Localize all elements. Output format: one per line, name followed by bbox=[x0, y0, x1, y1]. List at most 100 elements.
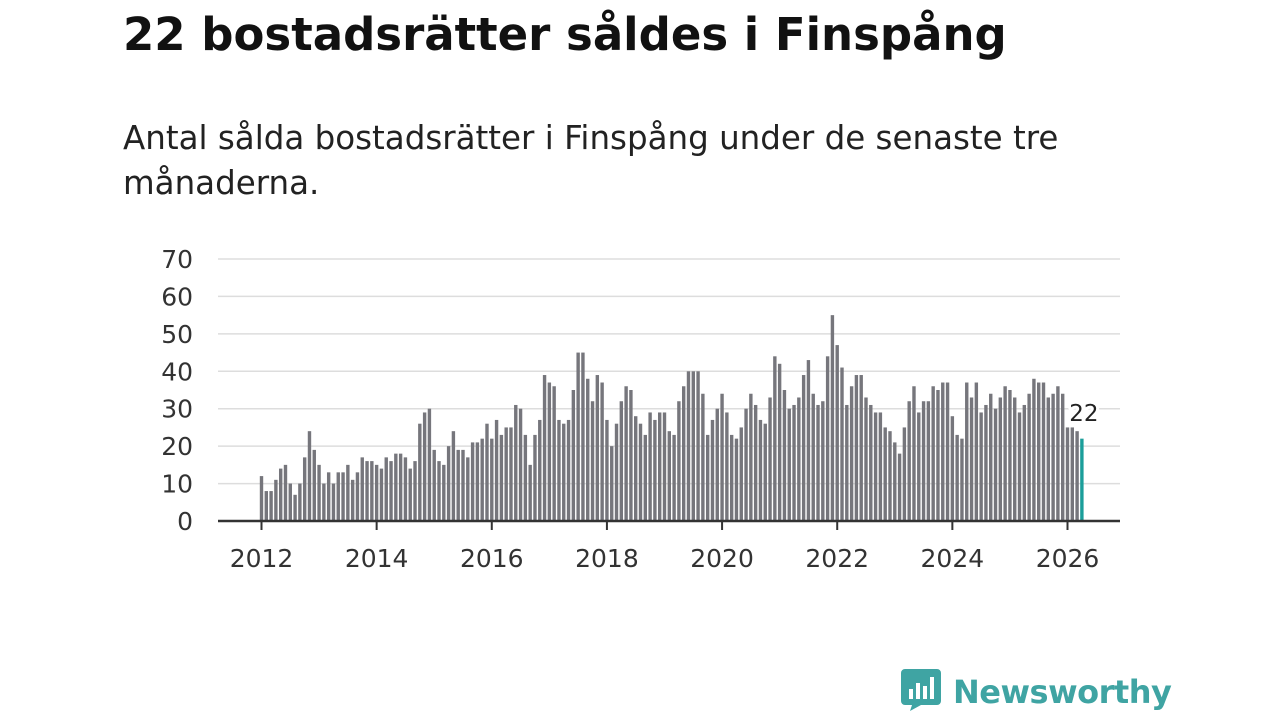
bar[interactable] bbox=[787, 408, 791, 521]
bar[interactable] bbox=[446, 446, 451, 521]
bar[interactable] bbox=[533, 434, 537, 521]
bar[interactable] bbox=[979, 412, 983, 521]
bar[interactable] bbox=[696, 371, 700, 521]
bar[interactable] bbox=[470, 442, 475, 521]
bar[interactable] bbox=[571, 390, 576, 521]
bar[interactable] bbox=[600, 382, 604, 521]
bar[interactable] bbox=[912, 386, 916, 521]
bar[interactable] bbox=[725, 412, 729, 521]
bar[interactable] bbox=[408, 468, 412, 521]
bar[interactable] bbox=[566, 419, 571, 521]
bar[interactable] bbox=[269, 491, 273, 521]
bar[interactable] bbox=[763, 423, 767, 521]
bar[interactable] bbox=[825, 356, 830, 521]
bar[interactable] bbox=[1022, 404, 1027, 521]
bar[interactable] bbox=[993, 408, 998, 521]
bar[interactable] bbox=[715, 408, 719, 521]
bar[interactable] bbox=[888, 431, 892, 521]
bar[interactable] bbox=[1051, 393, 1055, 521]
bar[interactable] bbox=[274, 479, 278, 521]
bar[interactable] bbox=[816, 404, 820, 521]
bar[interactable] bbox=[1008, 390, 1012, 521]
bar[interactable] bbox=[542, 375, 547, 521]
bar[interactable] bbox=[619, 401, 624, 521]
newsworthy-logo[interactable]: Newsworthy bbox=[901, 669, 1172, 715]
bar[interactable] bbox=[264, 491, 268, 521]
bar[interactable] bbox=[451, 431, 456, 521]
bar[interactable] bbox=[326, 472, 331, 521]
bar[interactable] bbox=[893, 442, 897, 521]
bar[interactable] bbox=[518, 408, 523, 521]
bar[interactable] bbox=[869, 404, 873, 521]
bar-highlight[interactable] bbox=[1080, 438, 1084, 521]
bar[interactable] bbox=[394, 453, 398, 521]
bar[interactable] bbox=[389, 461, 393, 521]
bar[interactable] bbox=[547, 382, 552, 521]
bar[interactable] bbox=[576, 352, 580, 521]
bar[interactable] bbox=[331, 483, 336, 521]
bar[interactable] bbox=[873, 412, 878, 521]
bar[interactable] bbox=[370, 461, 374, 521]
bar[interactable] bbox=[830, 315, 835, 521]
bar[interactable] bbox=[950, 416, 955, 521]
bar[interactable] bbox=[1075, 431, 1079, 521]
bar[interactable] bbox=[317, 464, 321, 521]
bar[interactable] bbox=[849, 386, 854, 521]
bar[interactable] bbox=[667, 431, 671, 521]
bar[interactable] bbox=[610, 446, 614, 521]
bar[interactable] bbox=[821, 401, 825, 521]
bar[interactable] bbox=[720, 393, 724, 521]
bar[interactable] bbox=[662, 412, 667, 521]
bar[interactable] bbox=[557, 419, 561, 521]
bar[interactable] bbox=[259, 476, 264, 521]
bar[interactable] bbox=[590, 401, 595, 521]
bar[interactable] bbox=[965, 382, 969, 521]
bar[interactable] bbox=[475, 442, 480, 521]
bar[interactable] bbox=[653, 419, 657, 521]
bar[interactable] bbox=[432, 449, 436, 521]
bar[interactable] bbox=[811, 393, 815, 521]
bar[interactable] bbox=[1013, 397, 1017, 521]
bar[interactable] bbox=[797, 397, 801, 521]
bar[interactable] bbox=[360, 457, 364, 521]
bar[interactable] bbox=[490, 438, 494, 521]
bar[interactable] bbox=[854, 375, 859, 521]
bar[interactable] bbox=[941, 382, 945, 521]
bar[interactable] bbox=[456, 449, 460, 521]
bar[interactable] bbox=[595, 375, 600, 521]
bar[interactable] bbox=[902, 427, 907, 521]
bar[interactable] bbox=[1027, 393, 1031, 521]
bar[interactable] bbox=[1003, 386, 1007, 521]
bar[interactable] bbox=[710, 419, 715, 521]
bar[interactable] bbox=[638, 423, 643, 521]
bar[interactable] bbox=[1065, 427, 1070, 521]
bar[interactable] bbox=[806, 360, 811, 521]
bar[interactable] bbox=[437, 461, 441, 521]
bar[interactable] bbox=[701, 393, 705, 521]
bar[interactable] bbox=[989, 393, 993, 521]
bar[interactable] bbox=[322, 483, 326, 521]
bar[interactable] bbox=[777, 363, 782, 521]
bar[interactable] bbox=[768, 397, 772, 521]
bar[interactable] bbox=[586, 378, 590, 521]
bar[interactable] bbox=[1041, 382, 1046, 521]
bar[interactable] bbox=[931, 386, 935, 521]
bar[interactable] bbox=[686, 371, 691, 521]
bar[interactable] bbox=[753, 404, 758, 521]
bar[interactable] bbox=[859, 375, 863, 521]
bar[interactable] bbox=[494, 419, 499, 521]
bar[interactable] bbox=[835, 345, 839, 521]
bar[interactable] bbox=[413, 461, 417, 521]
bar[interactable] bbox=[907, 401, 911, 521]
bar[interactable] bbox=[921, 401, 926, 521]
bar[interactable] bbox=[681, 386, 686, 521]
bar[interactable] bbox=[705, 434, 710, 521]
bar[interactable] bbox=[442, 464, 446, 521]
bar[interactable] bbox=[278, 468, 283, 521]
bar[interactable] bbox=[528, 464, 532, 521]
bar[interactable] bbox=[509, 427, 513, 521]
bar[interactable] bbox=[984, 404, 988, 521]
bar[interactable] bbox=[744, 408, 748, 521]
bar[interactable] bbox=[312, 449, 316, 521]
bar[interactable] bbox=[629, 390, 633, 521]
